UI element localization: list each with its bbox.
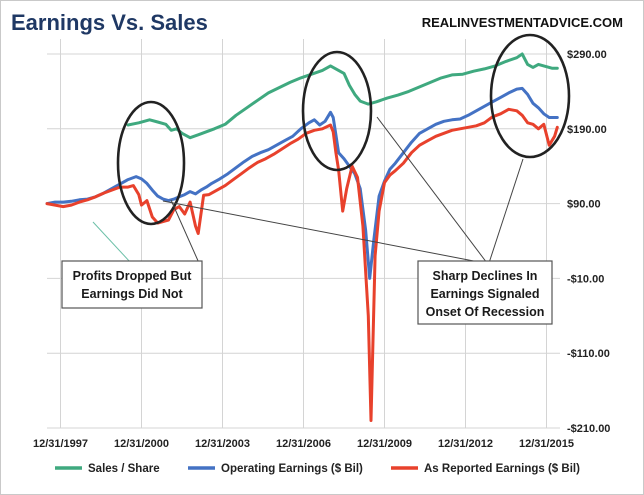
chart-title: Earnings Vs. Sales: [11, 10, 208, 35]
annotation-recession-line-3: Onset Of Recession: [426, 305, 545, 319]
y-tick-label-3: -$10.00: [567, 273, 604, 285]
y-tick-label-2: $90.00: [567, 199, 601, 211]
y-tick-label-5: -$210.00: [567, 423, 610, 435]
highlight-circle-2007: [301, 50, 373, 172]
annotation-profits: Profits Dropped But Earnings Did Not: [61, 260, 203, 309]
arrow-line-2015: [488, 158, 524, 264]
x-tick-label-0: 12/31/1997: [33, 438, 88, 450]
annotation-profits-line-1: Profits Dropped But: [73, 269, 193, 283]
source-label: REALINVESTMENTADVICE.COM: [422, 15, 623, 30]
arrow-line-2007: [376, 116, 488, 264]
x-tick-label-3: 12/31/2006: [276, 438, 331, 450]
series-lines: [45, 52, 559, 422]
legend-label-sales: Sales / Share: [88, 463, 160, 475]
legend-label-reported: As Reported Earnings ($ Bil): [424, 463, 580, 475]
legend-label-operating: Operating Earnings ($ Bil): [221, 463, 363, 475]
highlight-circle-2015: [489, 33, 571, 159]
series-line-sales-per-share: [126, 52, 559, 140]
annotation-recession: Sharp Declines In Earnings Signaled Onse…: [417, 260, 553, 325]
x-tick-label-1: 12/31/2000: [114, 438, 169, 450]
y-tick-label-4: -$110.00: [567, 348, 610, 360]
annotation-recession-line-2: Earnings Signaled: [430, 287, 539, 301]
x-tick-label-2: 12/31/2003: [195, 438, 250, 450]
legend: Sales / Share Operating Earnings ($ Bil)…: [55, 463, 580, 475]
y-axis-ticks: $290.00 $190.00 $90.00 -$10.00 -$110.00 -$210…: [567, 49, 610, 435]
x-tick-label-4: 12/31/2009: [357, 438, 412, 450]
series-line-reported-earnings: [45, 107, 559, 422]
arrow-line-2001: [162, 200, 485, 264]
highlight-circle-2001: [116, 100, 186, 226]
x-tick-label-5: 12/31/2012: [438, 438, 493, 450]
x-tick-label-6: 12/31/2015: [519, 438, 574, 450]
y-tick-label-0: $290.00: [567, 49, 607, 61]
y-tick-label-1: $190.00: [567, 124, 607, 136]
x-axis-ticks: 12/31/1997 12/31/2000 12/31/2003 12/31/2006…: [33, 438, 574, 450]
arrow-line-sales: [92, 221, 132, 264]
series-line-operating-earnings: [45, 86, 559, 280]
annotation-recession-line-1: Sharp Declines In: [433, 269, 538, 283]
arrow-line-profits: [170, 199, 200, 264]
annotation-profits-line-2: Earnings Did Not: [81, 287, 183, 301]
